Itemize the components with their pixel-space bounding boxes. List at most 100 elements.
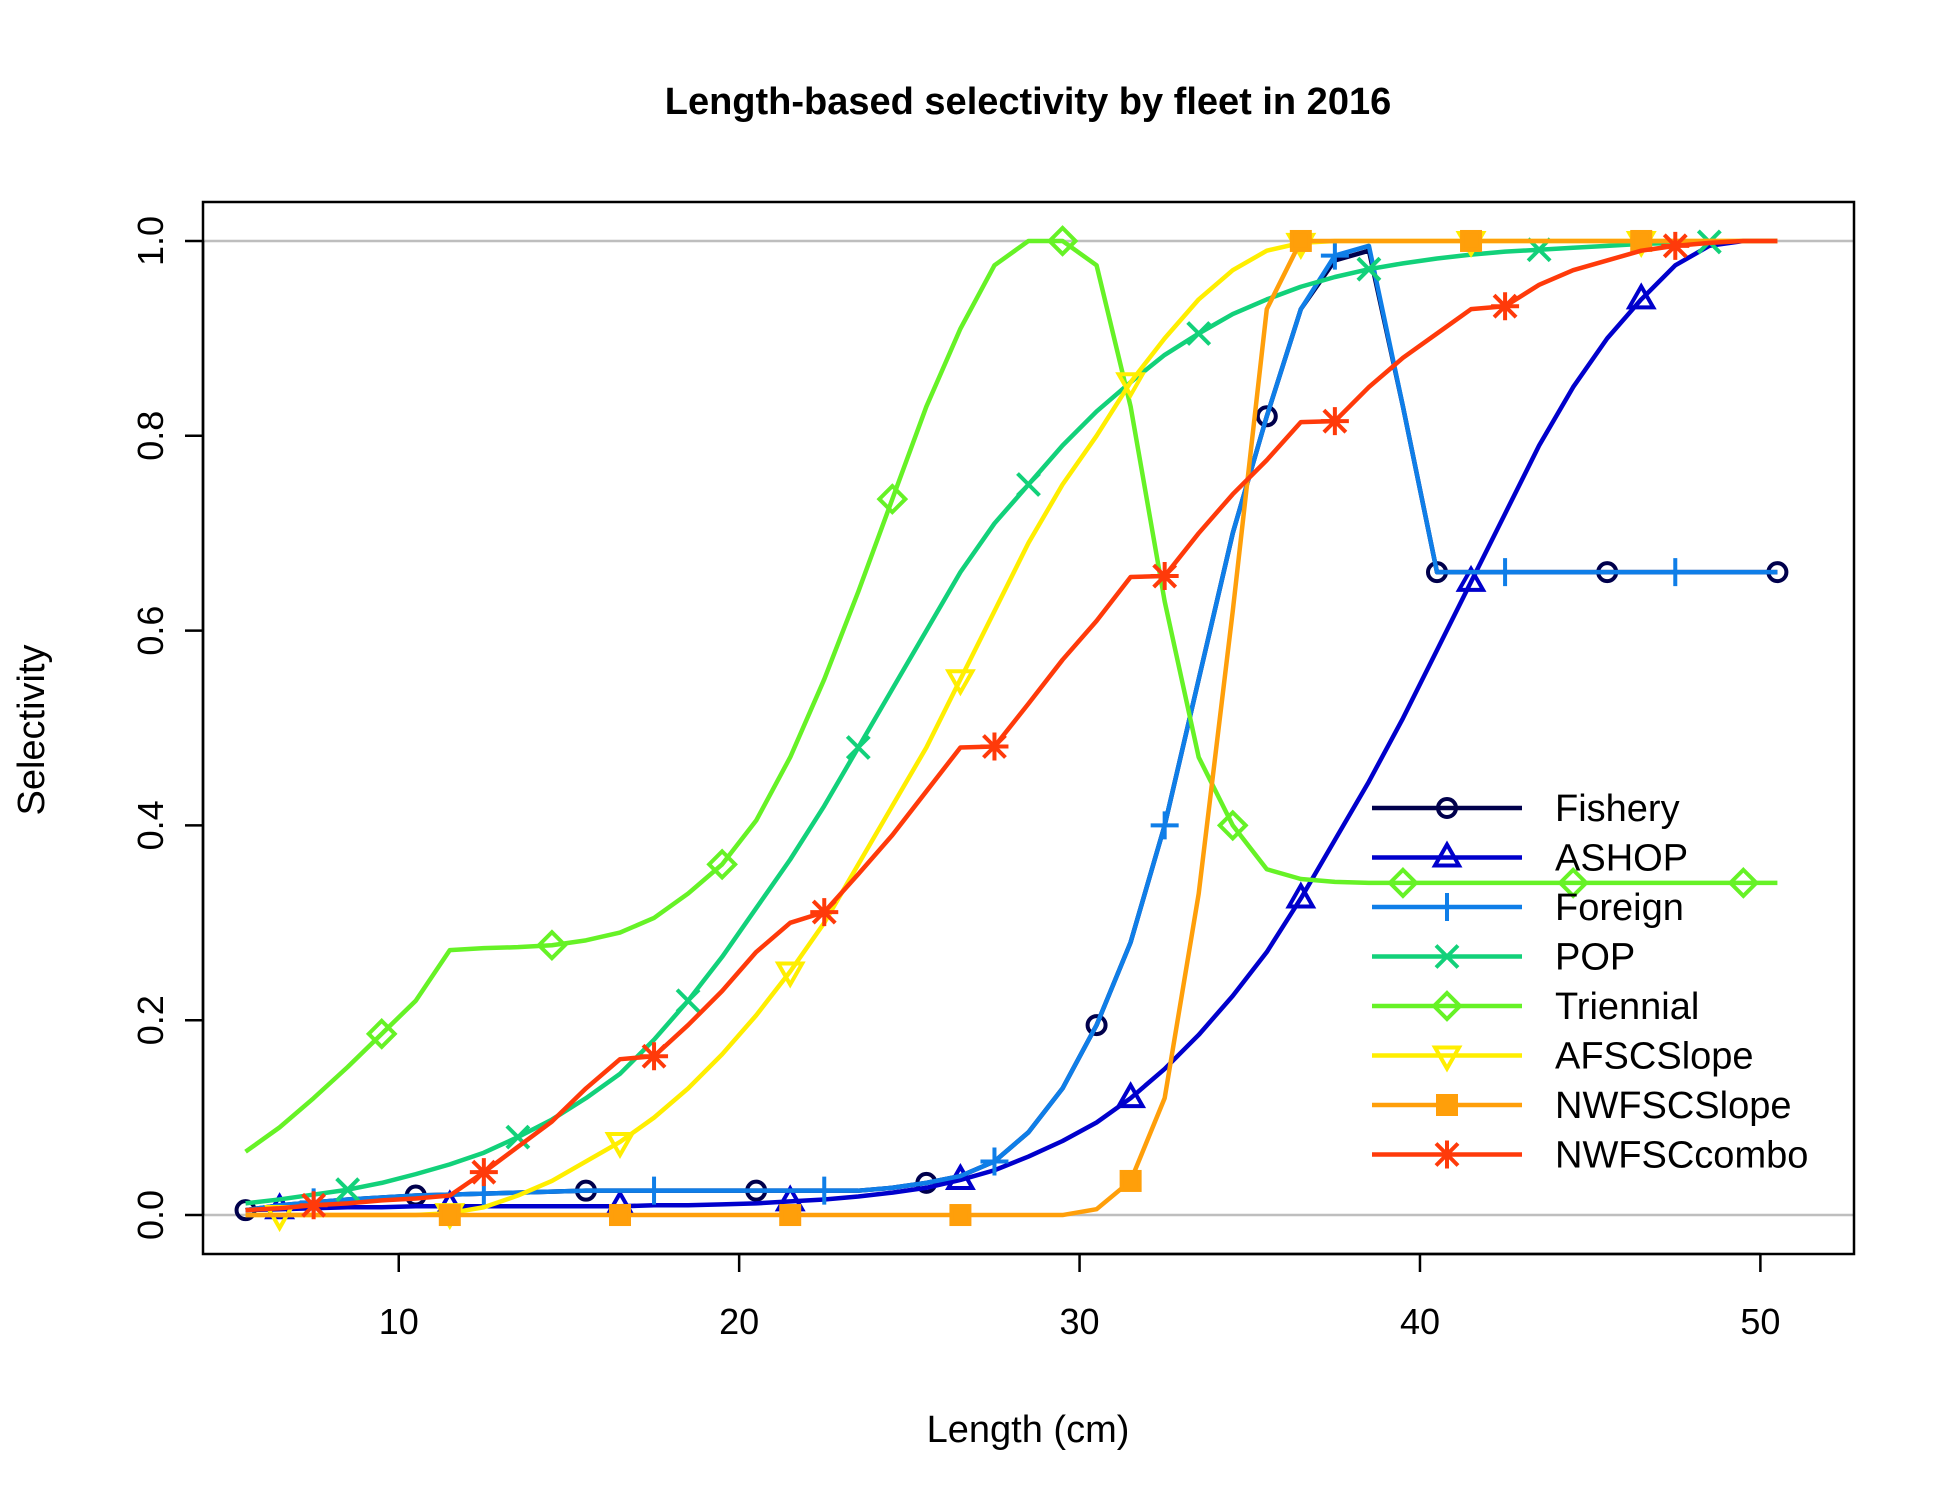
data-point	[949, 1204, 972, 1227]
series-Triennial	[244, 225, 1778, 1154]
x-tick-label: 50	[1740, 1301, 1780, 1342]
data-point	[1289, 229, 1312, 252]
data-point	[1491, 292, 1520, 321]
legend-item: NWFSCSlope	[1372, 1085, 1792, 1127]
data-point	[640, 1176, 669, 1205]
data-point	[438, 1204, 461, 1227]
series-line	[245, 238, 1778, 1213]
data-point	[1016, 472, 1041, 497]
legend-label: AFSCSlope	[1555, 1036, 1754, 1078]
data-point	[675, 988, 701, 1014]
data-point	[706, 848, 738, 881]
data-point	[1186, 321, 1212, 346]
legend-label: NWFSCcombo	[1555, 1135, 1808, 1177]
y-tick-label: 0.4	[130, 800, 171, 850]
legend: Fishery ASHOP Foreign POP Triennial AFSCSlope…	[1372, 788, 1808, 1177]
legend-label: ASHOP	[1555, 838, 1688, 880]
data-point	[1115, 1081, 1147, 1109]
y-axis-label: Selectivity	[11, 644, 53, 815]
legend-label: Foreign	[1555, 887, 1684, 929]
series-line	[244, 238, 1778, 1154]
data-point	[1460, 229, 1483, 252]
x-tick-label: 40	[1400, 1301, 1440, 1342]
legend-marker	[1436, 797, 1458, 819]
legend-label: Fishery	[1555, 788, 1680, 830]
data-point	[845, 735, 871, 760]
series-line	[245, 243, 1778, 1213]
data-point	[1625, 282, 1657, 310]
data-point	[1491, 558, 1520, 587]
series-line	[245, 238, 1778, 1213]
data-point	[640, 1042, 669, 1071]
data-point	[1661, 231, 1690, 260]
data-point	[505, 1124, 531, 1150]
data-point	[1285, 881, 1317, 909]
legend-marker	[1431, 840, 1463, 868]
legend-marker	[1431, 990, 1463, 1022]
data-point	[335, 1177, 361, 1203]
series-layer	[234, 225, 1789, 1233]
data-point	[810, 898, 839, 927]
x-tick-label: 30	[1060, 1301, 1100, 1342]
data-point	[1216, 809, 1249, 842]
series-NWFSCSlope	[245, 229, 1778, 1227]
legend-marker	[1433, 1140, 1461, 1169]
legend-item: Foreign	[1372, 887, 1684, 929]
legend-marker	[1433, 893, 1461, 921]
data-point	[1557, 867, 1589, 899]
data-point	[1356, 256, 1382, 282]
x-tick-label: 10	[379, 1301, 419, 1342]
data-point	[774, 961, 806, 989]
data-point	[980, 1147, 1009, 1176]
data-point	[1085, 1014, 1108, 1037]
legend-item: Triennial	[1372, 986, 1699, 1028]
legend-marker	[1431, 1045, 1463, 1073]
series-NWFSCcombo	[245, 231, 1778, 1220]
legend-label: NWFSCSlope	[1555, 1085, 1792, 1127]
data-point	[1320, 407, 1349, 436]
data-point	[1630, 229, 1653, 252]
data-point	[980, 732, 1009, 761]
legend-label: POP	[1555, 937, 1635, 979]
data-point	[1727, 867, 1760, 899]
y-tick-label: 0.0	[130, 1190, 171, 1240]
x-tick-label: 20	[719, 1301, 759, 1342]
legend-label: Triennial	[1555, 986, 1699, 1028]
legend-item: POP	[1372, 937, 1635, 979]
y-axis: 0.0 0.2 0.4 0.6 0.8 1.0	[130, 216, 205, 1240]
data-point	[469, 1158, 498, 1187]
data-point	[604, 1131, 636, 1160]
data-point	[536, 929, 568, 962]
y-tick-label: 0.8	[130, 411, 171, 461]
data-point	[1046, 225, 1079, 257]
x-axis-label: Length (cm)	[927, 1409, 1130, 1451]
data-point	[1255, 405, 1278, 428]
data-point	[1150, 811, 1179, 840]
x-axis: 10 20 30 40 50	[379, 1252, 1780, 1342]
legend-marker	[1434, 944, 1460, 969]
legend-marker	[1436, 1094, 1458, 1116]
data-point	[365, 1018, 398, 1050]
series-POP	[245, 229, 1778, 1206]
data-point	[1387, 867, 1419, 899]
data-point	[1115, 372, 1147, 400]
series-line	[245, 238, 1778, 1218]
data-point	[1455, 564, 1487, 592]
y-tick-label: 0.6	[130, 606, 171, 656]
series-line	[245, 238, 1778, 1206]
y-tick-label: 1.0	[130, 216, 171, 266]
data-point	[1150, 562, 1179, 591]
legend-item: AFSCSlope	[1372, 1036, 1754, 1078]
data-point	[1661, 558, 1690, 587]
data-point	[810, 1176, 839, 1205]
chart-title: Length-based selectivity by fleet in 201…	[665, 81, 1391, 123]
data-point	[609, 1204, 632, 1227]
data-point	[944, 669, 976, 697]
data-point	[779, 1204, 802, 1227]
legend-item: NWFSCcombo	[1372, 1135, 1808, 1177]
data-point	[876, 483, 909, 515]
legend-item: Fishery	[1372, 788, 1680, 830]
data-point	[1119, 1169, 1142, 1192]
